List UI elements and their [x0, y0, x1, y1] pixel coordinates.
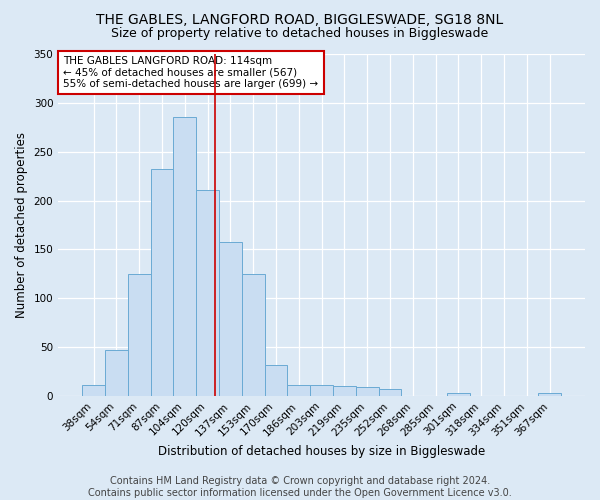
Text: Contains HM Land Registry data © Crown copyright and database right 2024.
Contai: Contains HM Land Registry data © Crown c…	[88, 476, 512, 498]
Bar	[287, 385, 310, 396]
Bar	[128, 274, 151, 396]
Text: Size of property relative to detached houses in Biggleswade: Size of property relative to detached ho…	[112, 28, 488, 40]
Bar	[538, 393, 561, 396]
Bar	[173, 118, 196, 396]
Bar	[242, 274, 265, 396]
Text: THE GABLES, LANGFORD ROAD, BIGGLESWADE, SG18 8NL: THE GABLES, LANGFORD ROAD, BIGGLESWADE, …	[97, 12, 503, 26]
Bar	[219, 242, 242, 396]
Bar	[196, 190, 219, 396]
Bar	[310, 385, 333, 396]
Bar	[447, 393, 470, 396]
Bar	[379, 389, 401, 396]
Bar	[356, 387, 379, 396]
Text: THE GABLES LANGFORD ROAD: 114sqm
← 45% of detached houses are smaller (567)
55% : THE GABLES LANGFORD ROAD: 114sqm ← 45% o…	[64, 56, 319, 89]
Bar	[265, 364, 287, 396]
Bar	[105, 350, 128, 396]
Bar	[333, 386, 356, 396]
Y-axis label: Number of detached properties: Number of detached properties	[15, 132, 28, 318]
Bar	[82, 385, 105, 396]
X-axis label: Distribution of detached houses by size in Biggleswade: Distribution of detached houses by size …	[158, 444, 485, 458]
Bar	[151, 169, 173, 396]
